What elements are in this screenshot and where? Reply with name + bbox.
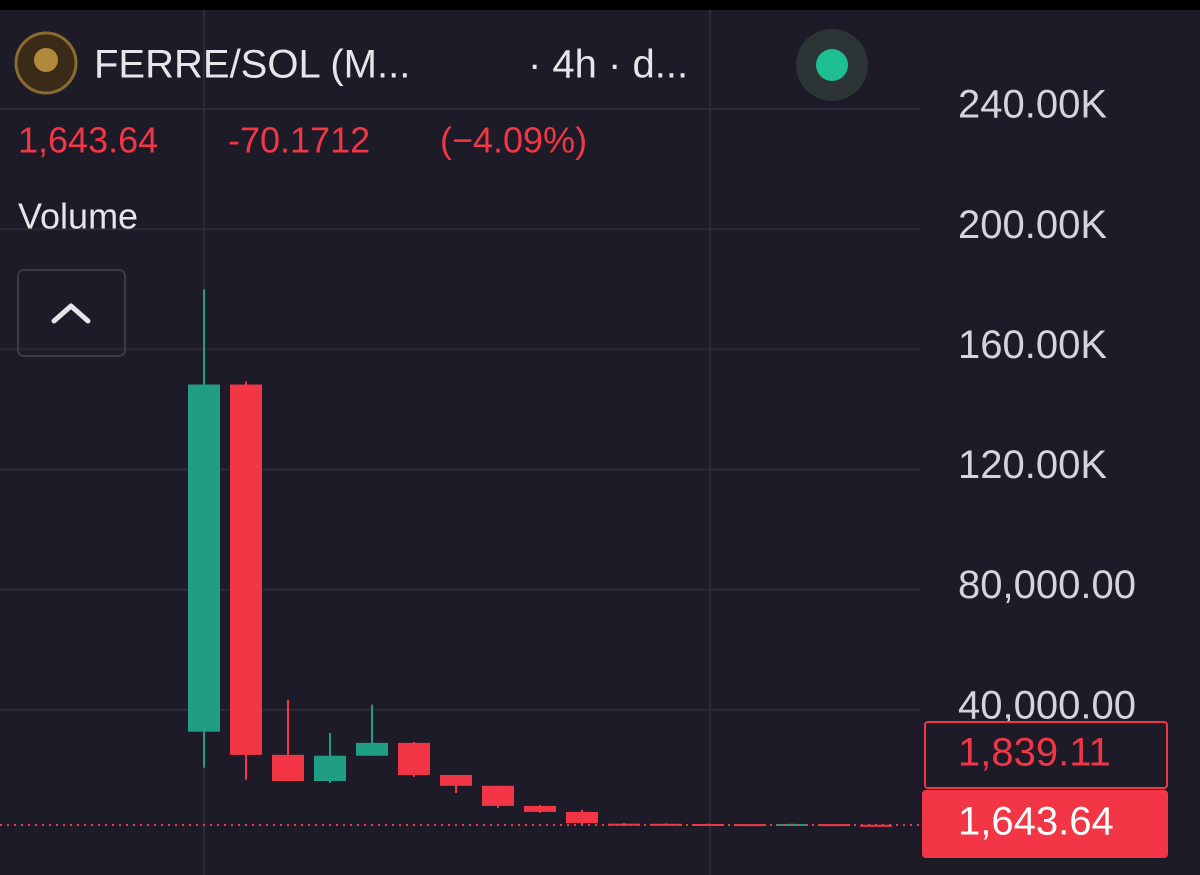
candle-body [272,754,304,781]
collapse-button[interactable] [17,269,126,357]
price-marker-label: 1,643.64 [958,800,1114,844]
chevron-up [51,303,91,324]
symbol: FERRE/SOL (M... [94,43,410,87]
candle-body [440,774,472,786]
y-tick-label: 40,000.00 [958,683,1136,727]
token-icon-inner [34,48,58,72]
indicator-label: Volume [18,196,138,237]
candle-body [188,384,220,732]
plot [0,108,920,827]
interval: · 4h · d... [528,43,688,87]
y-tick-label: 240.00K [958,83,1107,127]
y-tick-label: 120.00K [958,443,1107,487]
price-marker-box [924,721,1168,789]
candle-body [356,742,388,756]
y-tick-label: 80,000.00 [958,563,1136,607]
candle-body [482,785,514,806]
y-tick-label: 160.00K [958,323,1107,367]
candle-body [398,742,430,775]
candle-body [524,805,556,812]
candle-body [566,811,598,824]
change-pct: (−4.09%) [440,120,587,161]
last-price: 1,643.64 [18,120,158,161]
candle-body [230,384,262,755]
top-bar [0,0,1200,10]
candle-body [314,755,346,781]
price-marker-box [922,790,1168,858]
change: -70.1712 [228,120,370,161]
price-marker-label: 1,839.11 [958,731,1111,775]
status-dot[interactable] [816,49,848,81]
y-tick-label: 200.00K [958,203,1107,247]
